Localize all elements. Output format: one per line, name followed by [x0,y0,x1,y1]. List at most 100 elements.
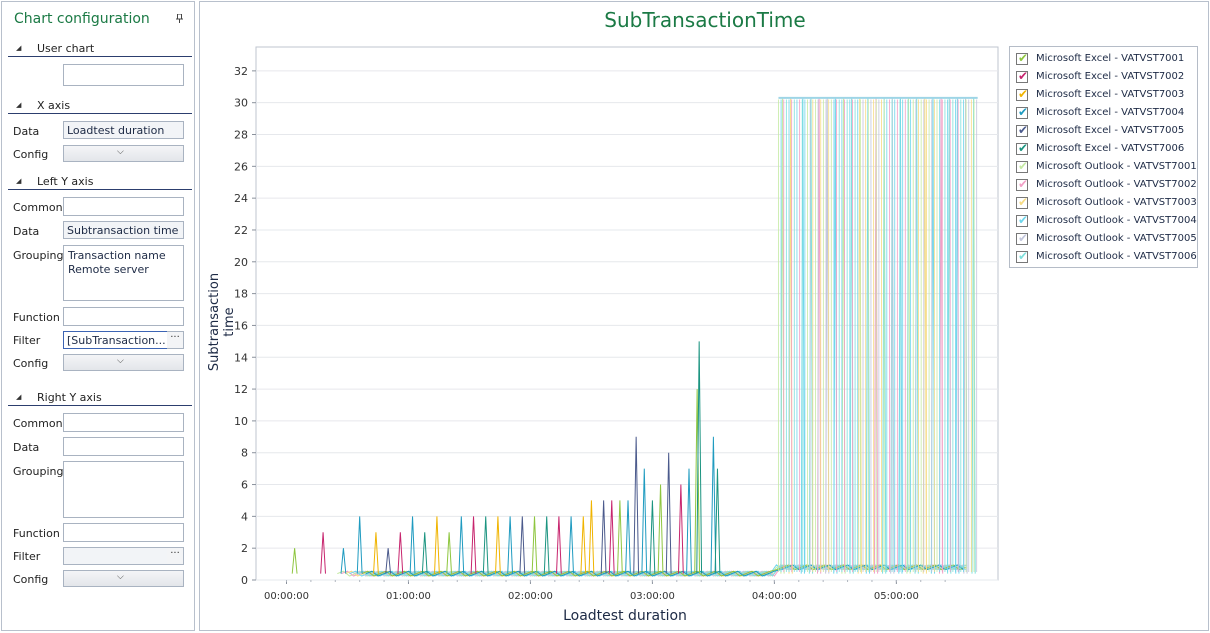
legend-checkbox[interactable]: ✔ [1016,231,1029,245]
legend-checkbox[interactable]: ✔ [1016,141,1028,155]
series-baseline-line [341,564,964,577]
left-data-label: Data [13,225,40,238]
series-spike [580,516,587,574]
legend-checkbox[interactable]: ✔ [1016,69,1028,83]
x-config-dropdown[interactable]: ⌵ [63,145,184,162]
user-chart-input[interactable] [63,64,184,86]
pin-icon[interactable] [176,14,183,23]
left-data-value: Subtransaction time [67,224,179,237]
legend-checkbox[interactable]: ✔ [1016,213,1028,227]
left-filter-ellipsis-button[interactable]: ··· [167,331,184,349]
right-config-dropdown[interactable]: ⌵ [63,570,184,587]
x-tick-label: 05:00:00 [874,591,919,602]
check-icon: ✔ [1018,87,1029,101]
y-tick-label: 26 [234,160,248,173]
legend-label: Microsoft Outlook - VATVST7004 [1036,215,1197,226]
series-spike [446,532,453,574]
series-spike [340,548,347,574]
series-spike [568,516,574,574]
legend-checkbox[interactable]: ✔ [1016,51,1029,65]
x-tick-label: 01:00:00 [386,591,431,602]
chevron-down-icon: ⌵ [117,147,124,157]
left-common-label: Common [13,201,63,214]
right-filter-ellipsis-button[interactable]: ··· [167,547,184,565]
right-function-label: Function [13,527,60,540]
series-spike [531,516,538,574]
check-icon: ✔ [1018,231,1029,245]
legend-label: Microsoft Excel - VATVST7001 [1036,53,1185,64]
collapse-triangle-icon[interactable]: ◢ [16,44,22,52]
series-spike [710,436,717,574]
right-function-input[interactable] [63,523,184,542]
legend-checkbox[interactable]: ✔ [1016,105,1028,119]
y-tick-label: 16 [234,319,248,332]
right-common-input[interactable] [63,413,184,432]
section-x-axis[interactable]: ◢ X axis [8,99,192,114]
legend-checkbox[interactable]: ✔ [1016,87,1029,101]
left-filter-label: Filter [13,334,41,347]
series-baseline-line [345,564,968,577]
series-spike [694,389,701,574]
section-left-y-axis[interactable]: ◢ Left Y axis [8,175,192,190]
series-spike [291,548,298,574]
left-filter-input[interactable]: [SubTransaction... [63,331,168,349]
legend-label: Microsoft Outlook - VATVST7002 [1036,179,1197,190]
legend-checkbox[interactable]: ✔ [1016,177,1028,191]
series-spike [356,516,363,574]
collapse-triangle-icon[interactable]: ◢ [16,101,22,109]
ellipsis-icon: ··· [170,332,180,343]
y-tick-label: 14 [234,351,248,364]
left-config-dropdown[interactable]: ⌵ [63,354,184,371]
grouping-item[interactable]: Remote server [68,263,149,276]
series-spike [507,516,514,574]
check-icon: ✔ [1018,195,1029,209]
right-filter-label: Filter [13,550,41,563]
right-data-input[interactable] [63,437,184,456]
legend-checkbox[interactable]: ✔ [1016,195,1029,209]
section-user-chart[interactable]: ◢ User chart [8,42,192,57]
series-spike [373,532,379,574]
series-spike [409,516,416,574]
legend-label: Microsoft Outlook - VATVST7006 [1036,251,1197,262]
y-tick-label: 6 [241,479,248,492]
series-spike [543,516,550,574]
series-spike [696,341,703,574]
section-label: Right Y axis [37,391,102,404]
y-tick-label: 0 [241,574,248,587]
series-spike [633,436,640,574]
y-tick-label: 4 [241,510,248,523]
right-filter-input[interactable] [63,547,168,565]
series-baseline-line [361,564,966,577]
series-spike [616,500,623,574]
y-axis-title: Subtransaction time [207,272,237,372]
series-spike [555,516,562,574]
left-data-field[interactable]: Subtransaction time [63,221,184,239]
legend-checkbox[interactable]: ✔ [1016,123,1028,137]
series-spike [495,516,501,574]
section-label: User chart [37,42,95,55]
legend-label: Microsoft Excel - VATVST7002 [1036,71,1185,82]
series-spike [519,516,526,574]
legend-label: Microsoft Excel - VATVST7004 [1036,107,1185,118]
x-data-field[interactable]: Loadtest duration [63,121,184,139]
left-grouping-list[interactable]: Transaction name Remote server [63,245,184,301]
section-right-y-axis[interactable]: ◢ Right Y axis [8,391,192,406]
collapse-triangle-icon[interactable]: ◢ [16,177,22,185]
left-filter-value: [SubTransaction... [67,334,166,347]
x-config-label: Config [13,148,49,161]
left-config-label: Config [13,357,49,370]
legend-checkbox[interactable]: ✔ [1016,249,1029,263]
check-icon: ✔ [1018,51,1029,65]
series-spike [649,500,656,574]
left-common-input[interactable] [63,197,184,216]
left-function-input[interactable] [63,307,184,326]
legend-checkbox[interactable]: ✔ [1016,159,1028,173]
collapse-triangle-icon[interactable]: ◢ [16,393,22,401]
x-tick-label: 04:00:00 [752,591,797,602]
right-grouping-list[interactable] [63,461,184,518]
grouping-item[interactable]: Transaction name [68,249,166,262]
check-icon: ✔ [1018,249,1029,263]
y-tick-label: 30 [234,97,248,110]
y-tick-label: 22 [234,224,248,237]
